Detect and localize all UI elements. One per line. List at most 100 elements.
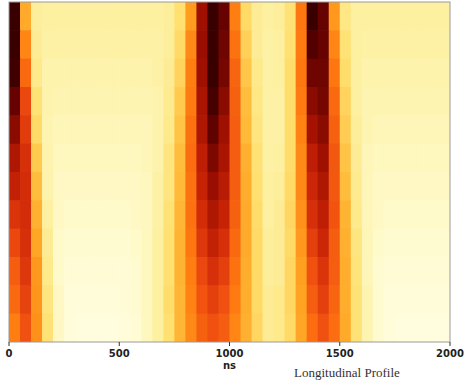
heatmap-cell [174,257,186,286]
x-tick [339,342,340,346]
heatmap-cell [241,115,253,144]
x-tick-label: 0 [6,348,13,359]
heatmap-cell [185,172,197,201]
heatmap-cell [130,30,142,59]
heatmap-cell [230,59,242,88]
heatmap-cell [395,30,407,59]
heatmap-cell [362,172,374,201]
heatmap-cell [362,144,374,173]
heatmap-cell [108,87,120,116]
heatmap-cell [207,144,219,173]
heatmap-cell [373,87,385,116]
heatmap-cell [384,285,396,314]
heatmap-cell [285,115,297,144]
heatmap-cell [395,257,407,286]
heatmap-cell [373,115,385,144]
heatmap-cell [9,115,21,144]
heatmap-cell [207,59,219,88]
heatmap-cell [163,59,175,88]
heatmap-cell [307,87,319,116]
heatmap-cell [196,59,208,88]
heatmap-cell [340,200,352,229]
heatmap-cell [207,30,219,59]
heatmap-cell [439,229,450,258]
heatmap-cell [384,257,396,286]
heatmap-cell [42,59,54,88]
heatmap-cell [108,257,120,286]
heatmap-cell [130,59,142,88]
heatmap-cell [9,229,21,258]
heatmap-cell [395,2,407,31]
heatmap-cell [42,2,54,31]
heatmap-cell [417,229,429,258]
x-tick-label: 1500 [326,348,354,359]
heatmap-cell [75,87,87,116]
heatmap-cell [384,59,396,88]
heatmap-cell [119,172,131,201]
heatmap-cell [274,144,286,173]
heatmap-cell [64,229,76,258]
heatmap-cell [285,257,297,286]
heatmap-cell [384,229,396,258]
heatmap-cell [218,285,230,314]
heatmap-cell [163,2,175,31]
heatmap-cell [163,144,175,173]
heatmap-cell [318,257,330,286]
heatmap-cell [185,229,197,258]
heatmap-cell [362,229,374,258]
heatmap-cell [274,257,286,286]
heatmap-cell [20,285,32,314]
heatmap-cell [439,314,450,342]
heatmap-cell [230,229,242,258]
heatmap-cell [97,144,109,173]
x-tick-label: 1000 [216,348,244,359]
heatmap-cell [285,285,297,314]
heatmap-cell [439,115,450,144]
heatmap-cell [406,87,418,116]
heatmap-cell [439,144,450,173]
heatmap-cell [318,285,330,314]
heatmap-cell [20,87,32,116]
heatmap-cell [130,200,142,229]
heatmap-cell [207,115,219,144]
heatmap-cell [230,172,242,201]
heatmap-cell [31,115,43,144]
heatmap-cell [174,200,186,229]
heatmap-cell [53,314,65,342]
heatmap-cell [9,172,21,201]
heatmap-cell [64,200,76,229]
heatmap-cell [163,87,175,116]
heatmap-cell [64,59,76,88]
heatmap-cell [119,144,131,173]
heatmap-cell [417,200,429,229]
heatmap-cell [406,59,418,88]
heatmap-cell [274,229,286,258]
heatmap-cell [384,115,396,144]
heatmap-cell [329,285,341,314]
heatmap-cell [384,144,396,173]
heatmap-cell [141,314,153,342]
heatmap-cell [406,257,418,286]
heatmap-cell [152,200,164,229]
heatmap-cell [252,257,264,286]
heatmap-cell [196,200,208,229]
heatmap-cell [174,115,186,144]
heatmap-cell [285,229,297,258]
heatmap-cell [20,30,32,59]
heatmap-cell [86,172,98,201]
heatmap-cell [307,257,319,286]
heatmap-cell [439,30,450,59]
heatmap-cell [64,172,76,201]
heatmap-cell [174,144,186,173]
heatmap-cell [42,200,54,229]
heatmap-cell [86,59,98,88]
heatmap-cell [296,2,308,31]
heatmap-cell [285,30,297,59]
heatmap-cell [152,144,164,173]
heatmap-cell [174,172,186,201]
heatmap-cell [362,257,374,286]
heatmap-cell [130,257,142,286]
heatmap-cell [263,144,275,173]
heatmap-cell [263,30,275,59]
x-tick [450,342,451,346]
